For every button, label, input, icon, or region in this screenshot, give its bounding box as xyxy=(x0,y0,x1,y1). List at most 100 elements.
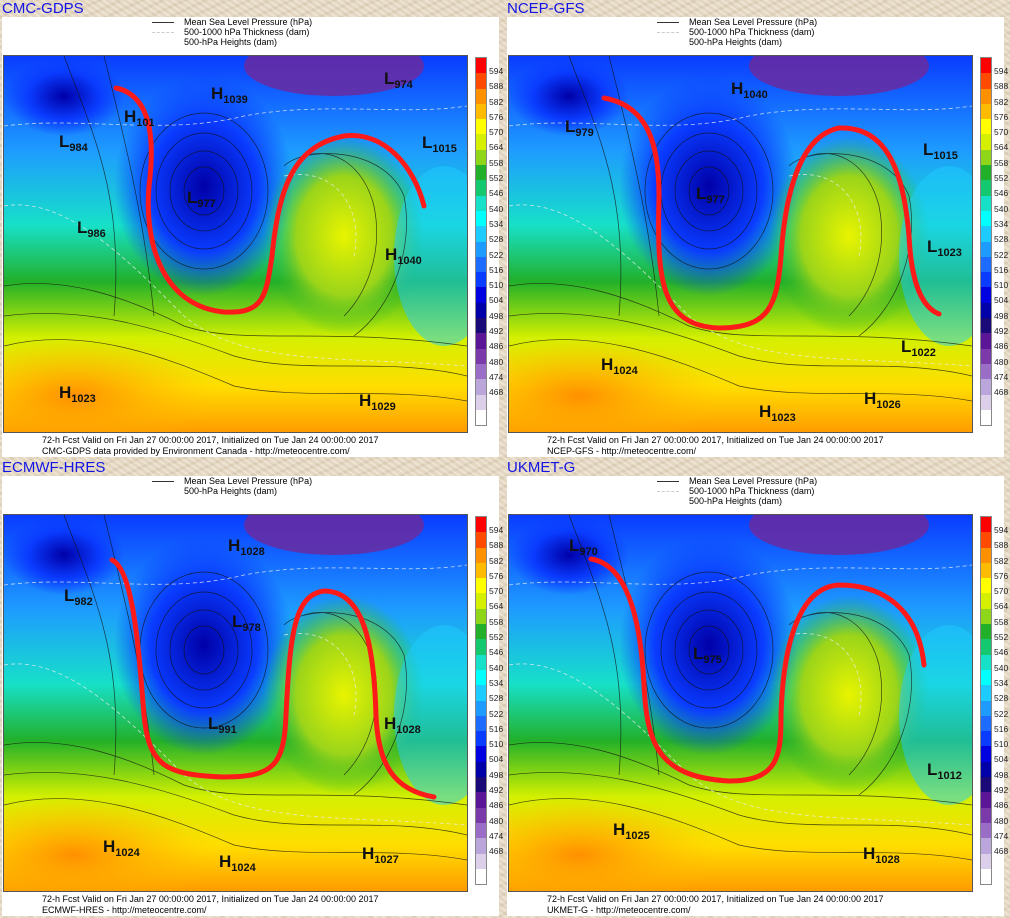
model-title[interactable]: NCEP-GFS xyxy=(507,0,585,17)
colorbar-swatch: 510 xyxy=(980,731,1008,749)
colorbar-swatch: 504 xyxy=(980,746,1008,764)
high-pressure-label: H101 xyxy=(124,107,155,129)
colorbar-swatch: 486 xyxy=(475,792,503,810)
colorbar-label: 492 xyxy=(489,785,504,796)
colorbar-label: 468 xyxy=(994,846,1009,857)
colorbar-label: 474 xyxy=(994,830,1009,841)
credit-text: ECMWF-HRES - http://meteocentre.com/ xyxy=(42,905,207,915)
colorbar-swatch: 516 xyxy=(980,256,1008,275)
colorbar-swatch xyxy=(980,868,992,886)
colorbar-swatch: 528 xyxy=(475,685,503,703)
colorbar-label: 540 xyxy=(994,662,1009,673)
model-title[interactable]: UKMET-G xyxy=(507,459,576,476)
high-pressure-label: H1026 xyxy=(864,389,901,411)
colorbar-swatch: 546 xyxy=(475,639,503,657)
colorbar-label: 486 xyxy=(994,341,1009,352)
legend-heights: 500-hPa Heights (dam) xyxy=(184,486,278,496)
colorbar-swatch: 510 xyxy=(475,731,503,749)
colorbar-swatch: 546 xyxy=(980,639,1008,657)
colorbar-swatch: 588 xyxy=(980,73,1008,91)
colorbar-label: 522 xyxy=(489,708,504,719)
colorbar-label: 540 xyxy=(489,662,504,673)
colorbar-label: 546 xyxy=(994,647,1009,658)
colorbar-label: 558 xyxy=(489,616,504,627)
colorbar-swatch: 540 xyxy=(980,654,1008,673)
legend-mslp: Mean Sea Level Pressure (hPa) xyxy=(184,476,313,486)
colorbar-label: 570 xyxy=(489,586,504,597)
colorbar-swatch: 534 xyxy=(980,210,1008,229)
colorbar-label: 522 xyxy=(994,708,1009,719)
colorbar-label: 540 xyxy=(994,203,1009,214)
colorbar-swatch: 468 xyxy=(980,838,1008,856)
colorbar-swatch: 582 xyxy=(980,88,1008,107)
colorbar-swatch: 522 xyxy=(980,700,1008,719)
low-pressure-label: L1022 xyxy=(901,337,936,359)
solid-line-icon xyxy=(657,480,679,482)
model-title[interactable]: ECMWF-HRES xyxy=(2,459,106,476)
colorbar-swatch: 504 xyxy=(980,287,1008,305)
colorbar-label: 510 xyxy=(994,739,1009,750)
colorbar-swatch: 516 xyxy=(980,715,1008,734)
colorbar-swatch: 570 xyxy=(475,119,503,137)
colorbar-swatch: 576 xyxy=(475,103,503,122)
high-pressure-label: H1025 xyxy=(613,820,650,842)
high-pressure-label: H1028 xyxy=(863,844,900,866)
colorbar-swatch: 588 xyxy=(475,73,503,91)
high-pressure-label: H1028 xyxy=(228,536,265,558)
colorbar-label: 570 xyxy=(994,586,1009,597)
colorbar-swatch: 564 xyxy=(475,134,503,152)
colorbar-label: 504 xyxy=(994,754,1009,765)
legend-mslp: Mean Sea Level Pressure (hPa) xyxy=(689,17,818,27)
colorbar-label: 564 xyxy=(994,601,1009,612)
colorbar-swatch: 582 xyxy=(475,547,503,566)
colorbar-swatch: 498 xyxy=(475,302,503,321)
colorbar-label: 576 xyxy=(489,111,504,122)
colorbar-label: 582 xyxy=(994,96,1009,107)
valid-time-text: 72-h Fcst Valid on Fri Jan 27 00:00:00 2… xyxy=(547,894,884,904)
colorbar-label: 558 xyxy=(994,157,1009,168)
colorbar-swatch: 570 xyxy=(980,578,1008,596)
colorbar-swatch: 492 xyxy=(980,318,1008,336)
colorbar-swatch xyxy=(475,409,487,427)
colorbar: 594 588 582 576 570 564 558 552 546 540 534 528 522 5… xyxy=(475,516,515,886)
colorbar-label: 522 xyxy=(489,249,504,260)
colorbar-label: 510 xyxy=(489,280,504,291)
colorbar-swatch: 582 xyxy=(980,547,1008,566)
colorbar-label: 480 xyxy=(994,356,1009,367)
chart-sheet: Mean Sea Level Pressure (hPa) 500-hPa He… xyxy=(2,476,503,916)
model-title[interactable]: CMC-GDPS xyxy=(2,0,84,17)
credit-text: NCEP-GFS - http://meteocentre.com/ xyxy=(547,446,697,456)
colorbar-label: 504 xyxy=(489,295,504,306)
colorbar-label: 594 xyxy=(994,66,1009,76)
low-pressure-label: L977 xyxy=(187,188,216,210)
credit-text: CMC-GDPS data provided by Environment Ca… xyxy=(42,446,350,456)
colorbar-label: 576 xyxy=(994,570,1009,581)
legend-thickness: 500-1000 hPa Thickness (dam) xyxy=(689,27,815,37)
colorbar-label: 564 xyxy=(994,142,1009,153)
colorbar-label: 546 xyxy=(489,188,504,199)
colorbar-swatch: 588 xyxy=(475,532,503,550)
colorbar-swatch: 468 xyxy=(980,379,1008,397)
colorbar-label: 588 xyxy=(994,81,1009,92)
colorbar-label: 552 xyxy=(994,632,1009,643)
colorbar-swatch: 474 xyxy=(475,822,503,841)
colorbar-swatch: 564 xyxy=(980,593,1008,611)
colorbar-swatch: 510 xyxy=(475,272,503,290)
colorbar-swatch xyxy=(475,853,487,869)
low-pressure-label: L991 xyxy=(208,714,237,736)
forecast-map: H1040 L979 L1015 L977 L1023 L1022 H1024 H1023 H1… xyxy=(508,55,973,433)
colorbar-label: 594 xyxy=(489,525,504,535)
colorbar-label: 468 xyxy=(489,387,504,398)
footer: 72-h Fcst Valid on Fri Jan 27 00:00:00 2… xyxy=(547,894,884,916)
colorbar-label: 510 xyxy=(489,739,504,750)
colorbar-swatch: 528 xyxy=(475,226,503,244)
low-pressure-label: L982 xyxy=(64,586,93,608)
low-pressure-label: L970 xyxy=(569,536,598,558)
colorbar-label: 540 xyxy=(489,203,504,214)
high-pressure-label: H1024 xyxy=(219,852,256,874)
colorbar-label: 546 xyxy=(994,188,1009,199)
colorbar-swatch: 468 xyxy=(475,838,503,856)
colorbar-swatch: 492 xyxy=(475,777,503,795)
colorbar-label: 552 xyxy=(994,173,1009,184)
colorbar-label: 582 xyxy=(489,96,504,107)
